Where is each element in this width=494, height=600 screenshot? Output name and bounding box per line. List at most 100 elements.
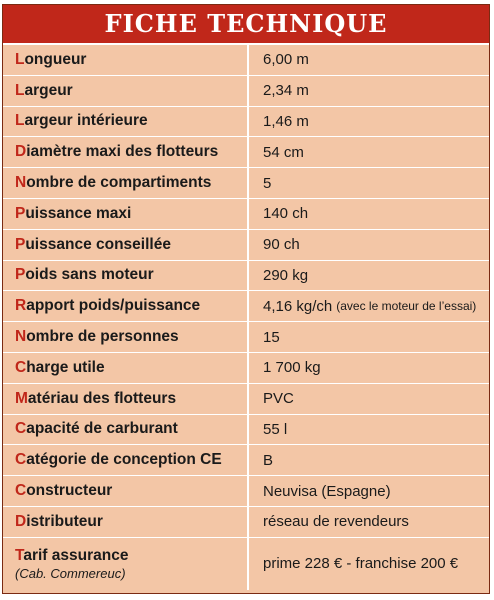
spec-label: Rapport poids/puissance xyxy=(3,291,247,321)
spec-label-initial: C xyxy=(15,420,27,438)
spec-label-text: ombre de compartiments xyxy=(26,174,212,192)
spec-value: 90 ch xyxy=(249,230,489,260)
spec-label-initial: P xyxy=(15,266,26,284)
title-bar: FICHE TECHNIQUE xyxy=(3,5,489,45)
spec-row: Puissance conseillée 90 ch xyxy=(3,229,489,261)
column-divider xyxy=(247,352,249,383)
spec-label-initial: C xyxy=(15,482,27,500)
spec-label-text: oids sans moteur xyxy=(25,266,154,284)
column-divider xyxy=(247,291,249,322)
spec-label: Matériau des flotteurs xyxy=(3,384,247,414)
spec-value-text: 90 ch xyxy=(263,236,300,254)
spec-label: Puissance conseillée xyxy=(3,230,247,260)
spec-label-initial: C xyxy=(15,358,27,376)
spec-row: Largeur intérieure 1,46 m xyxy=(3,106,489,138)
spec-label: Nombre de personnes xyxy=(3,322,247,352)
spec-value: 6,00 m xyxy=(249,45,489,75)
spec-label-initial: L xyxy=(15,50,25,68)
spec-label-initial: N xyxy=(15,174,27,192)
column-divider xyxy=(247,198,249,229)
spec-value: 2,34 m xyxy=(249,76,489,106)
spec-label-text: uissance conseillée xyxy=(25,235,171,253)
spec-label: Distributeur xyxy=(3,507,247,537)
spec-value-text: 1,46 m xyxy=(263,112,309,130)
spec-value-text: Neuvisa (Espagne) xyxy=(263,482,391,500)
spec-value: 15 xyxy=(249,322,489,352)
spec-label-text: apacité de carburant xyxy=(26,420,178,438)
spec-label: Poids sans moteur xyxy=(3,261,247,291)
spec-value-text: 6,00 m xyxy=(263,51,309,69)
spec-row: Constructeur Neuvisa (Espagne) xyxy=(3,476,489,507)
spec-row: Nombre de personnes 15 xyxy=(3,322,489,353)
spec-value-text: 4,16 kg/ch xyxy=(263,297,333,315)
spec-label-text: arif assurance xyxy=(23,546,129,564)
spec-table: Longueur 6,00 m Largeur 2,34 m Largeur i… xyxy=(3,45,489,590)
spec-sheet: FICHE TECHNIQUE Longueur 6,00 m Largeur … xyxy=(2,4,490,594)
spec-label: Puissance maxi xyxy=(3,199,247,229)
column-divider xyxy=(247,75,249,106)
spec-label: Longueur xyxy=(3,45,247,75)
spec-label-text: atégorie de conception CE xyxy=(26,451,222,469)
spec-label-text: istributeur xyxy=(26,512,103,530)
spec-value: 5 xyxy=(249,168,489,198)
spec-label-initial: D xyxy=(15,512,27,530)
column-divider xyxy=(247,45,249,75)
spec-row: Puissance maxi 140 ch xyxy=(3,198,489,230)
spec-value-text: 140 ch xyxy=(263,205,309,223)
spec-label-initial: T xyxy=(15,546,24,564)
spec-row: Diamètre maxi des flotteurs 54 cm xyxy=(3,137,489,169)
spec-label: Largeur intérieure xyxy=(3,107,247,137)
column-divider xyxy=(247,537,249,590)
spec-label: Constructeur xyxy=(3,476,247,506)
column-divider xyxy=(247,229,249,260)
spec-value: PVC xyxy=(249,384,489,414)
spec-value: 290 kg xyxy=(249,261,489,291)
column-divider xyxy=(247,414,249,445)
spec-label-text: apport poids/puissance xyxy=(26,297,201,315)
spec-label-initial: N xyxy=(15,328,27,346)
spec-label: Capacité de carburant xyxy=(3,415,247,445)
spec-row: Matériau des flotteurs PVC xyxy=(3,383,489,415)
spec-label-text: onstructeur xyxy=(26,482,113,500)
spec-label-text: iamètre maxi des flotteurs xyxy=(26,143,219,161)
spec-label-subtext: (Cab. Commereuc) xyxy=(15,565,126,581)
spec-label-initial: L xyxy=(15,81,25,99)
spec-value-text: B xyxy=(263,451,274,469)
column-divider xyxy=(247,106,249,137)
spec-label: Catégorie de conception CE xyxy=(3,445,247,475)
spec-row: Nombre de compartiments 5 xyxy=(3,168,489,199)
column-divider xyxy=(247,322,249,352)
column-divider xyxy=(247,168,249,198)
spec-value: B xyxy=(249,445,489,475)
spec-label: Diamètre maxi des flotteurs xyxy=(3,137,247,167)
spec-value-text: 55 l xyxy=(263,420,288,438)
spec-value-text: PVC xyxy=(263,390,294,408)
spec-label-initial: P xyxy=(15,204,26,222)
spec-row: Distributeur réseau de revendeurs xyxy=(3,506,489,538)
spec-label-text: ongueur xyxy=(24,50,87,68)
spec-label-initial: D xyxy=(15,143,27,161)
spec-label-text: atériau des flotteurs xyxy=(27,389,177,407)
spec-value: réseau de revendeurs xyxy=(249,507,489,537)
spec-row: Poids sans moteur 290 kg xyxy=(3,260,489,292)
spec-value-text: prime 228 € - franchise 200 € xyxy=(263,555,459,573)
spec-value: 54 cm xyxy=(249,137,489,167)
spec-row: Rapport poids/puissance 4,16 kg/ch (avec … xyxy=(3,291,489,323)
spec-value: 1 700 kg xyxy=(249,353,489,383)
spec-row: Longueur 6,00 m xyxy=(3,45,489,76)
spec-label-initial: P xyxy=(15,235,26,253)
spec-label: Charge utile xyxy=(3,353,247,383)
column-divider xyxy=(247,476,249,506)
spec-value: 55 l xyxy=(249,415,489,445)
spec-label-text: argeur intérieure xyxy=(24,112,148,130)
spec-label: Largeur xyxy=(3,76,247,106)
page-title: FICHE TECHNIQUE xyxy=(104,9,388,38)
spec-row: Charge utile 1 700 kg xyxy=(3,352,489,384)
spec-value-text: 1 700 kg xyxy=(263,359,321,377)
spec-row: Catégorie de conception CE B xyxy=(3,445,489,477)
spec-value: prime 228 € - franchise 200 € xyxy=(249,538,489,590)
spec-value-text: 5 xyxy=(263,174,272,192)
spec-row: Capacité de carburant 55 l xyxy=(3,414,489,446)
column-divider xyxy=(247,260,249,291)
spec-label-text: argeur xyxy=(24,81,73,99)
